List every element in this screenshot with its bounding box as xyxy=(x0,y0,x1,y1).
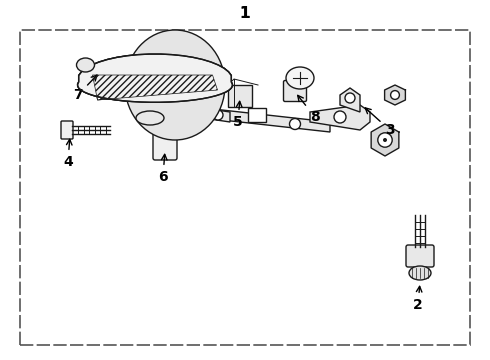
Polygon shape xyxy=(385,85,405,105)
Polygon shape xyxy=(371,124,399,156)
Bar xyxy=(248,108,266,122)
FancyBboxPatch shape xyxy=(406,245,434,267)
Text: 1: 1 xyxy=(240,5,250,21)
Text: 4: 4 xyxy=(63,139,73,169)
Circle shape xyxy=(383,138,387,142)
Ellipse shape xyxy=(286,67,314,89)
Text: 7: 7 xyxy=(73,75,97,102)
Text: 1: 1 xyxy=(240,5,250,21)
Text: 6: 6 xyxy=(158,154,168,184)
Polygon shape xyxy=(310,105,370,130)
Circle shape xyxy=(290,118,300,130)
Polygon shape xyxy=(195,107,330,132)
Polygon shape xyxy=(77,54,232,102)
Circle shape xyxy=(345,93,355,103)
Circle shape xyxy=(378,133,392,147)
Polygon shape xyxy=(77,54,232,102)
Polygon shape xyxy=(183,90,205,117)
Circle shape xyxy=(193,105,207,119)
Ellipse shape xyxy=(136,111,164,125)
Ellipse shape xyxy=(125,30,225,140)
Ellipse shape xyxy=(155,128,175,136)
Polygon shape xyxy=(340,88,360,112)
Text: 5: 5 xyxy=(233,101,243,129)
Polygon shape xyxy=(183,105,230,122)
Text: 3: 3 xyxy=(365,108,394,137)
FancyBboxPatch shape xyxy=(61,121,73,139)
Text: 8: 8 xyxy=(298,95,320,124)
Bar xyxy=(20,30,470,345)
Circle shape xyxy=(213,110,223,120)
Circle shape xyxy=(334,111,346,123)
Ellipse shape xyxy=(76,58,95,72)
FancyBboxPatch shape xyxy=(228,85,252,107)
Ellipse shape xyxy=(409,266,431,280)
Text: 2: 2 xyxy=(413,286,423,312)
FancyBboxPatch shape xyxy=(284,81,307,102)
FancyBboxPatch shape xyxy=(153,130,177,160)
Circle shape xyxy=(391,91,399,99)
